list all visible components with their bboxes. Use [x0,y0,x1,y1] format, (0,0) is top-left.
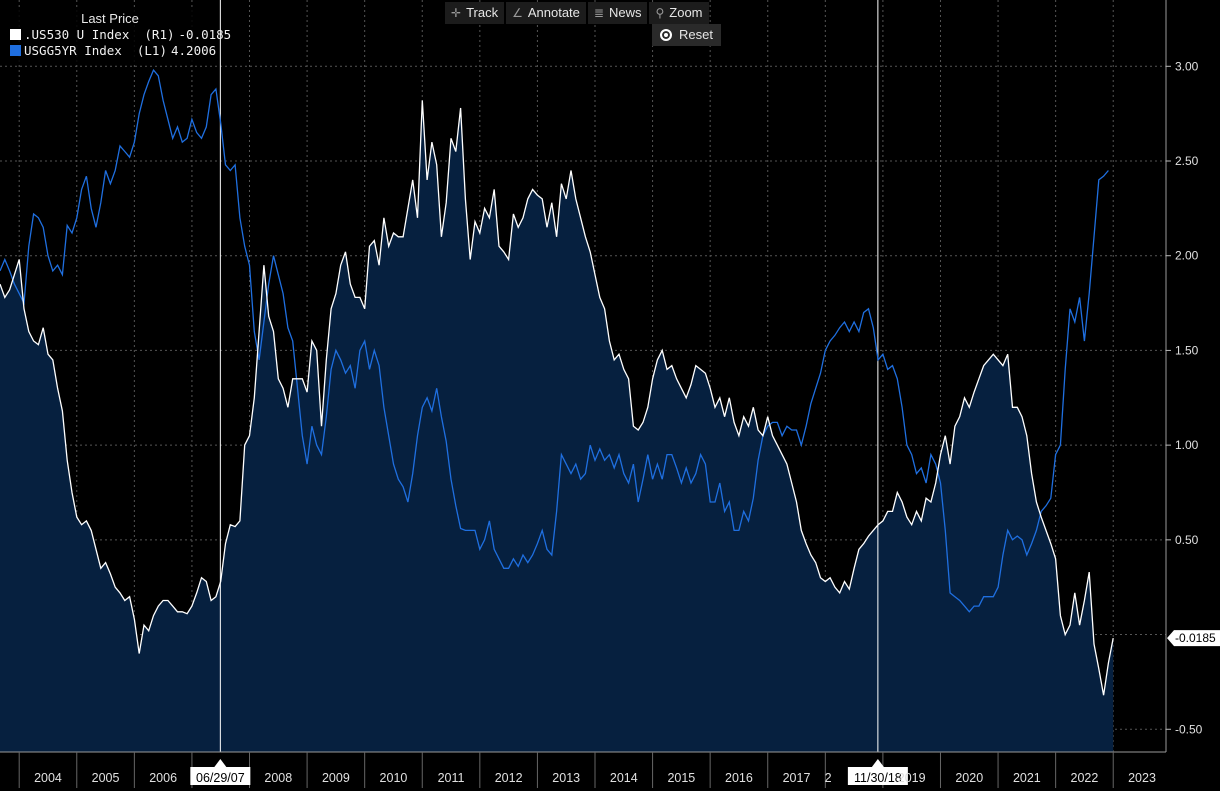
x-tick-label: 11/30/18 [854,771,902,785]
x-tick-label: 06/29/07 [196,771,245,785]
spread-area-fill [0,100,1114,752]
legend-panel: Last Price .US530 U Index (R1) -0.0185 U… [0,8,231,62]
track-label: Track [466,5,499,20]
crosshair-icon: ✛ [451,6,462,20]
x-tick-label: 2021 [1013,771,1041,785]
legend-item-name: USGG5YR Index (L1) [24,42,167,58]
y-tick-label: 3.00 [1175,59,1199,73]
x-tick-label: 2016 [725,771,753,785]
x-tick-label: 2014 [610,771,638,785]
chart-toolbar: ✛ Track ∠ Annotate ≣ News ⚲ Zoom [445,2,709,24]
x-tick-label: 2004 [34,771,62,785]
last-value-label: -0.0185 [1175,631,1216,645]
news-button[interactable]: ≣ News [587,2,648,24]
marker-label-bg [190,767,251,785]
y-tick-label: 0.50 [1175,533,1199,547]
spread-area-layer [0,100,1114,752]
news-icon: ≣ [593,6,604,20]
marker-label-bg [847,767,908,785]
magnifier-icon: ⚲ [655,6,665,20]
x-tick-label: 2012 [495,771,523,785]
y-tick-label: 1.00 [1175,438,1199,452]
legend-item-value: -0.0185 [178,26,232,42]
right-axis-bg [1166,0,1220,752]
series-lines-layer [0,68,1114,696]
usgg5yr-line [0,68,1109,613]
x-tick-label: 2005 [92,771,120,785]
date-x-axis: 2004 2005 2006 06/29/07 2008 2009 2010 2011 2012… [0,751,1220,791]
us530-line [0,100,1114,696]
x-tick-label: 2013 [552,771,580,785]
zoom-button[interactable]: ⚲ Zoom [649,2,709,24]
marker-arrow-icon [214,759,227,767]
reset-icon [660,29,672,41]
x-tick-label: 2023 [1128,771,1156,785]
x-tick-label: 2019 [898,771,926,785]
legend-item-value: 4.2006 [171,42,217,58]
y-tick-label: -0.50 [1175,722,1203,736]
y-tick-label: 1.50 [1175,343,1199,357]
legend-swatch-white [10,28,21,40]
legend-item-5yr[interactable]: USGG5YR Index (L1) 4.2006 [0,42,216,58]
legend-item-spread[interactable]: .US530 U Index (R1) -0.0185 [0,26,231,42]
x-tick-label: 2011 [438,771,465,785]
x-tick-label: 2020 [955,771,983,785]
marker-arrow-icon [871,759,884,767]
zoom-label: Zoom [669,5,703,20]
y-tick-label: 2.50 [1175,154,1199,168]
news-label: News [608,5,642,20]
last-value-badge [1167,630,1220,647]
x-tick-label: 2008 [264,771,292,785]
y-tick-label: 2.00 [1175,249,1199,263]
annotate-button[interactable]: ∠ Annotate [506,2,586,24]
track-button[interactable]: ✛ Track [445,2,505,24]
x-tick-label: 2 [825,771,832,785]
reset-label: Reset [679,27,713,42]
reset-button[interactable]: Reset [652,24,721,46]
x-tick-label: 2009 [322,771,350,785]
right-y-axis: 3.00 2.50 2.00 1.50 1.00 0.50 -0.50 -0.0185 [1165,0,1220,752]
x-tick-label: 2010 [380,771,408,785]
x-tick-label: 2015 [667,771,695,785]
annotate-label: Annotate [527,5,580,20]
pencil-icon: ∠ [512,6,523,20]
legend-title: Last Price [81,11,139,26]
x-tick-label: 2022 [1071,771,1099,785]
x-tick-label: 2006 [149,771,177,785]
legend-swatch-blue [10,44,21,56]
x-tick-label: 2017 [783,771,811,785]
legend-item-name: .US530 U Index (R1) [24,26,175,42]
